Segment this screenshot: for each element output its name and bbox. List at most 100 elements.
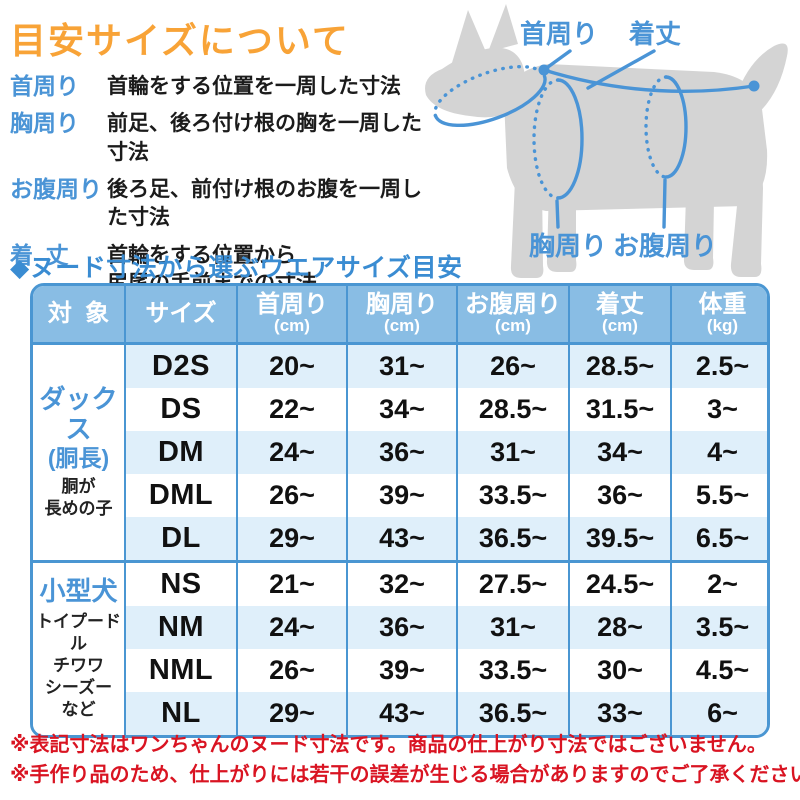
size-cell: NL (125, 692, 238, 735)
weight-cell: 2~ (671, 560, 767, 606)
chest-leader-line (555, 199, 560, 229)
size-cell: NM (125, 606, 238, 649)
header-weight: 体重 (kg) (671, 286, 767, 345)
length-cell: 39.5~ (569, 517, 672, 562)
group-cell-dachshund: ダックス (胴長) 胴が 長めの子 (33, 343, 126, 562)
length-cell: 34~ (569, 431, 672, 474)
belly-cell: 27.5~ (457, 560, 570, 606)
length-leader-line (586, 49, 656, 90)
neck-cell: 26~ (237, 649, 348, 692)
header-length: 着丈 (cm) (569, 286, 672, 345)
dog-silhouette-icon: 首周り 着丈 胸周り お腹周り (425, 4, 788, 278)
neck-cell: 29~ (237, 517, 348, 562)
definition-desc: 前足、後ろ付け根の胸を一周した寸法 (107, 112, 422, 164)
chest-cell: 43~ (347, 517, 458, 562)
header-target: 対 象 (33, 286, 126, 345)
chest-cell: 34~ (347, 388, 458, 431)
diagram-label-chest: 胸周り (529, 231, 607, 261)
chest-cell: 31~ (347, 343, 458, 388)
chest-cell: 43~ (347, 692, 458, 735)
definition-desc: 首輪をする位置を一周した寸法 (107, 75, 401, 98)
weight-cell: 4.5~ (695, 655, 750, 685)
dog-measurement-diagram: 首周り 着丈 胸周り お腹周り (418, 0, 800, 284)
section-title: ◆ヌード寸法から選ぶウエアサイズ目安 (10, 254, 463, 282)
size-cell: DS (125, 388, 238, 431)
definition-term: 首周り (10, 73, 79, 99)
table-row: ダックス (胴長) 胴が 長めの子 D2S 20~ 31~ 26~ 28.5~ … (33, 343, 767, 562)
neck-cell: 22~ (237, 388, 348, 431)
chest-cell: 39~ (347, 474, 458, 517)
size-cell: DM (125, 431, 238, 474)
back-length-line (542, 68, 756, 94)
table-row: NML 26~ 39~ 33.5~ 30~ 4.5~ (33, 649, 767, 692)
neck-cell: 21~ (237, 560, 348, 606)
definition-neck: 首周り 首輪をする位置を一周した寸法 (10, 72, 430, 101)
length-cell: 30~ (569, 649, 672, 692)
note-line: ※表記寸法はワンちゃんのヌード寸法です。商品の仕上がり寸法ではございません。 (10, 734, 767, 756)
header-neck: 首周り (cm) (237, 286, 348, 345)
table-row: DM 24~ 36~ 31~ 34~ 4~ (33, 431, 767, 474)
weight-cell: 2.5~ (671, 343, 767, 388)
length-cell: 33~ (569, 692, 672, 735)
neck-girth-ellipse (433, 64, 547, 128)
belly-leader-line (662, 178, 667, 229)
chest-cell: 39~ (347, 649, 458, 692)
measurement-definitions: 首周り 首輪をする位置を一周した寸法 胸周り 前足、後ろ付け根の胸を一周した寸法… (10, 72, 430, 298)
belly-cell: 28.5~ (457, 388, 570, 431)
diagram-label-belly: お腹周り (613, 231, 717, 261)
header-size: サイズ (125, 286, 238, 345)
chest-cell: 32~ (347, 560, 458, 606)
belly-cell: 33.5~ (457, 474, 570, 517)
chest-cell: 36~ (347, 431, 458, 474)
table-row: DML 26~ 39~ 33.5~ 36~ 5.5~ (33, 474, 767, 517)
weight-cell: 4~ (671, 431, 767, 474)
chest-cell: 36~ (347, 606, 458, 649)
length-start-dot (538, 64, 550, 76)
neck-cell: 24~ (237, 606, 348, 649)
size-cell: NML (125, 649, 238, 692)
belly-cell: 33.5~ (457, 649, 570, 692)
belly-girth-ellipse (644, 75, 688, 179)
diagram-label-length: 着丈 (628, 19, 681, 49)
table-row: DS 22~ 34~ 28.5~ 31.5~ 3~ (33, 388, 767, 431)
neck-cell: 20~ (237, 343, 348, 388)
neck-cell: 26~ (237, 474, 348, 517)
length-cell: 24.5~ (569, 560, 672, 606)
length-cell: 31.5~ (569, 388, 672, 431)
definition-chest: 胸周り 前足、後ろ付け根の胸を一周した寸法 (10, 109, 430, 167)
belly-cell: 31~ (457, 606, 570, 649)
header-chest: 胸周り (cm) (347, 286, 458, 345)
table-row: DL 29~ 43~ 36.5~ 39.5~ 6.5~ (33, 517, 767, 562)
size-cell: DML (125, 474, 238, 517)
belly-cell: 36.5~ (457, 517, 570, 562)
table-row: NL 29~ 43~ 36.5~ 33~ 6~ (33, 692, 767, 735)
belly-cell: 26~ (457, 343, 570, 388)
neck-cell: 29~ (237, 692, 348, 735)
table-header-row: 対 象 サイズ 首周り (cm) 胸周り (cm) お腹周り (cm) 着丈 (cm) … (33, 286, 767, 345)
size-cell: DL (125, 517, 238, 562)
belly-cell: 31~ (457, 431, 570, 474)
weight-cell: 3~ (707, 394, 738, 424)
definition-term: お腹周り (10, 176, 102, 203)
definition-desc: 後ろ足、前付け根のお腹を一周した寸法 (107, 178, 422, 230)
length-cell: 28~ (569, 606, 672, 649)
chest-girth-ellipse (532, 78, 584, 200)
size-table: 対 象 サイズ 首周り (cm) 胸周り (cm) お腹周り (cm) 着丈 (cm) … (30, 283, 770, 738)
weight-cell: 3.5~ (671, 606, 767, 649)
footer-notes: ※表記寸法はワンちゃんのヌード寸法です。商品の仕上がり寸法ではございません。 ※… (10, 732, 800, 789)
size-cell: NS (125, 560, 238, 606)
page-title: 目安サイズについて (10, 20, 350, 61)
weight-cell: 5.5~ (695, 480, 750, 510)
definition-belly: お腹周り 後ろ足、前付け根のお腹を一周した寸法 (10, 175, 430, 233)
length-cell: 28.5~ (569, 343, 672, 388)
neck-cell: 24~ (237, 431, 348, 474)
definition-term: 着 丈 (10, 241, 69, 268)
diagram-label-neck: 首周り (520, 19, 598, 49)
table-row: NM 24~ 36~ 31~ 28~ 3.5~ (33, 606, 767, 649)
weight-cell: 6~ (671, 692, 767, 735)
definition-term: 胸周り (10, 110, 79, 137)
weight-cell: 6.5~ (671, 517, 767, 562)
group-cell-small-dog: 小型犬 トイプードル チワワ シーズー など (33, 560, 126, 735)
header-belly: お腹周り (cm) (457, 286, 570, 345)
table-row: 小型犬 トイプードル チワワ シーズー など NS 21~ 32~ 27.5~ … (33, 560, 767, 735)
